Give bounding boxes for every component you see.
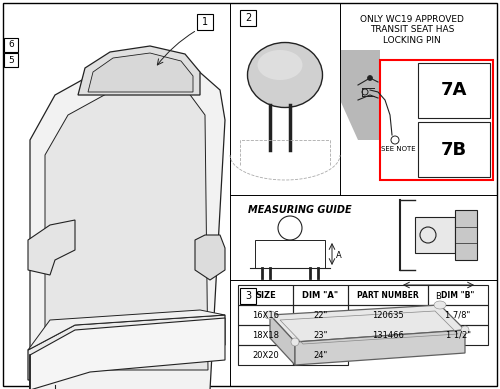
Text: 22": 22"	[314, 310, 328, 319]
Bar	[428, 325, 488, 345]
Bar	[4, 53, 18, 67]
Polygon shape	[195, 235, 225, 280]
Polygon shape	[88, 53, 193, 92]
Text: 23": 23"	[314, 331, 328, 340]
Bar	[348, 305, 428, 325]
Bar	[255, 240, 325, 268]
Bar	[293, 305, 348, 325]
Polygon shape	[295, 330, 465, 365]
Text: 7B: 7B	[441, 141, 467, 159]
Bar	[238, 285, 293, 305]
Ellipse shape	[248, 42, 322, 107]
Bar	[238, 345, 293, 365]
Text: ONLY WC19 APPROVED
TRANSIT SEAT HAS
LOCKING PIN: ONLY WC19 APPROVED TRANSIT SEAT HAS LOCK…	[360, 15, 464, 45]
Text: 24": 24"	[314, 350, 328, 359]
Bar	[293, 345, 348, 365]
Polygon shape	[270, 315, 295, 365]
Bar	[455, 210, 477, 260]
Text: 1 1/2": 1 1/2"	[446, 331, 470, 340]
Text: 5: 5	[8, 56, 14, 65]
Text: 2: 2	[245, 13, 251, 23]
Polygon shape	[45, 85, 208, 370]
Text: 1: 1	[202, 17, 208, 27]
Polygon shape	[270, 305, 465, 342]
Text: 131466: 131466	[372, 331, 404, 340]
Polygon shape	[78, 46, 200, 95]
Bar	[418, 122, 490, 177]
Bar	[348, 325, 428, 345]
Polygon shape	[28, 310, 225, 350]
Bar	[380, 60, 493, 180]
Ellipse shape	[461, 326, 469, 334]
Text: B: B	[436, 292, 442, 301]
Polygon shape	[30, 60, 225, 389]
Polygon shape	[30, 318, 225, 389]
Text: SIZE: SIZE	[255, 291, 276, 300]
Polygon shape	[340, 50, 380, 140]
Text: 18X18: 18X18	[252, 331, 279, 340]
Ellipse shape	[264, 311, 276, 319]
Text: 120635: 120635	[372, 310, 404, 319]
Bar	[293, 285, 348, 305]
Polygon shape	[28, 315, 225, 380]
Text: PART NUMBER: PART NUMBER	[357, 291, 419, 300]
Bar	[197, 14, 213, 30]
Text: 6: 6	[8, 40, 14, 49]
Ellipse shape	[291, 338, 299, 346]
Bar	[293, 325, 348, 345]
Polygon shape	[28, 220, 75, 275]
Text: MEASURING GUIDE: MEASURING GUIDE	[248, 205, 352, 215]
Text: 20X20: 20X20	[252, 350, 279, 359]
Bar	[418, 63, 490, 118]
Bar	[415, 217, 455, 253]
Ellipse shape	[258, 50, 302, 80]
Text: DIM "B": DIM "B"	[442, 291, 474, 300]
Circle shape	[368, 75, 372, 81]
Bar	[240, 10, 256, 26]
Text: 7A: 7A	[441, 81, 467, 99]
Text: DIM "A": DIM "A"	[302, 291, 338, 300]
Text: 1 7/8": 1 7/8"	[446, 310, 470, 319]
Bar	[428, 305, 488, 325]
Bar	[348, 285, 428, 305]
Text: 16X16: 16X16	[252, 310, 279, 319]
Text: 3: 3	[245, 291, 251, 301]
Text: A: A	[336, 251, 342, 259]
Bar	[428, 285, 488, 305]
Text: SEE NOTE: SEE NOTE	[382, 146, 416, 152]
Bar	[4, 38, 18, 52]
Bar	[240, 288, 256, 304]
Bar	[238, 325, 293, 345]
Ellipse shape	[434, 301, 446, 309]
Bar	[238, 305, 293, 325]
